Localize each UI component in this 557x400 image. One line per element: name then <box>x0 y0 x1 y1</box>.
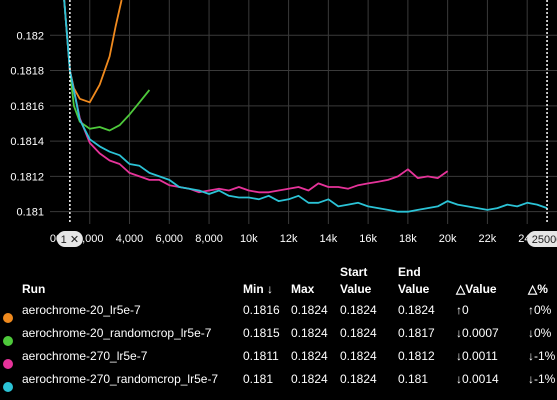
header-pct[interactable]: △% <box>528 282 548 296</box>
max-value: 0.1824 <box>291 303 328 317</box>
pct-value: ↓0% <box>528 326 552 340</box>
x-tick-label: 14k <box>319 233 337 245</box>
header-end-line1: End <box>398 265 421 279</box>
header-end[interactable]: End Value <box>398 265 429 299</box>
delta-value: ↓0.0007 <box>456 326 499 340</box>
y-tick-label: 0.1812 <box>10 171 44 183</box>
series-lines <box>63 0 548 213</box>
x-axis-ticks: 00 2,000 4,000 6,000 8,000 10k 12k 14k 16k 18k 20k… <box>50 233 537 245</box>
x-tick-label: 2,000 <box>76 233 104 245</box>
header-min[interactable]: Min ↓ <box>243 282 273 296</box>
y-tick-label: 0.1818 <box>10 66 44 78</box>
x-tick-label: 18k <box>399 233 417 245</box>
pct-value: ↓-1% <box>528 349 556 363</box>
run-color-dot <box>3 382 13 392</box>
end-value: 0.1817 <box>398 326 435 340</box>
range-marker-label: 25000 <box>532 234 557 246</box>
y-tick-label: 0.1816 <box>10 101 44 113</box>
start-value: 0.1824 <box>340 326 377 340</box>
y-tick-label: 0.1814 <box>10 136 44 148</box>
header-max[interactable]: Max <box>291 282 315 296</box>
run-name: aerochrome-270_lr5e-7 <box>22 349 148 363</box>
x-tick-label: 6,000 <box>156 233 184 245</box>
end-value: 0.181 <box>398 372 429 386</box>
y-axis-ticks: 0.181 0.1812 0.1814 0.1816 0.1818 0.182 <box>10 30 44 218</box>
header-start-line2: Value <box>340 282 372 296</box>
min-value: 0.181 <box>243 372 274 386</box>
chart-background <box>0 0 557 250</box>
header-delta[interactable]: △Value <box>456 282 497 296</box>
end-value: 0.1812 <box>398 349 435 363</box>
grid <box>50 0 557 224</box>
start-value: 0.1824 <box>340 303 377 317</box>
header-start[interactable]: Start Value <box>340 265 371 299</box>
run-name: aerochrome-20_randomcrop_lr5e-7 <box>22 326 212 340</box>
table-row[interactable]: aerochrome-270_randomcrop_lr5e-7 0.181 0… <box>0 369 557 392</box>
x-tick-label: 16k <box>359 233 377 245</box>
end-value: 0.1824 <box>398 303 435 317</box>
max-value: 0.1824 <box>291 349 328 363</box>
series-line <box>63 0 449 194</box>
range-marker-chip <box>56 231 83 247</box>
table-row[interactable]: aerochrome-20_lr5e-7 0.1816 0.1824 0.182… <box>0 300 557 323</box>
y-tick-label: 0.182 <box>16 30 44 42</box>
pct-value: ↑0% <box>528 303 552 317</box>
x-tick-label: 8,000 <box>195 233 223 245</box>
pct-value: ↓-1% <box>528 372 556 386</box>
range-marker-chip <box>527 231 557 247</box>
x-tick-label: 20k <box>439 233 457 245</box>
run-color-dot <box>3 336 13 346</box>
header-start-line1: Start <box>340 265 368 279</box>
table-row[interactable]: aerochrome-20_randomcrop_lr5e-7 0.1815 0… <box>0 323 557 346</box>
run-color-dot <box>3 313 13 323</box>
x-tick-label: 12k <box>280 233 298 245</box>
delta-value: ↓0.0014 <box>456 372 499 386</box>
max-value: 0.1824 <box>291 372 328 386</box>
max-value: 0.1824 <box>291 326 328 340</box>
x-markers[interactable]: 1 ✕ 25000 <box>56 0 557 247</box>
delta-value: ↑0 <box>456 303 469 317</box>
run-color-dot <box>3 359 13 369</box>
range-marker-label: 1 ✕ <box>61 234 79 246</box>
header-end-line2: Value <box>398 282 430 296</box>
run-name: aerochrome-270_randomcrop_lr5e-7 <box>22 372 219 386</box>
x-tick-label: 4,000 <box>116 233 144 245</box>
x-tick-label: 22k <box>479 233 497 245</box>
series-line <box>63 0 151 132</box>
delta-value: ↓0.0011 <box>456 349 498 363</box>
y-tick-label: 0.181 <box>16 207 44 219</box>
min-value: 0.1816 <box>243 303 280 317</box>
x-tick-label: 10k <box>240 233 258 245</box>
start-value: 0.1824 <box>340 372 377 386</box>
min-value: 0.1815 <box>243 326 280 340</box>
table-row[interactable]: aerochrome-270_lr5e-7 0.1811 0.1824 0.18… <box>0 346 557 369</box>
min-value: 0.1811 <box>243 349 279 363</box>
series-line <box>63 0 548 213</box>
header-run[interactable]: Run <box>22 282 46 296</box>
start-value: 0.1824 <box>340 349 377 363</box>
run-name: aerochrome-20_lr5e-7 <box>22 303 141 317</box>
